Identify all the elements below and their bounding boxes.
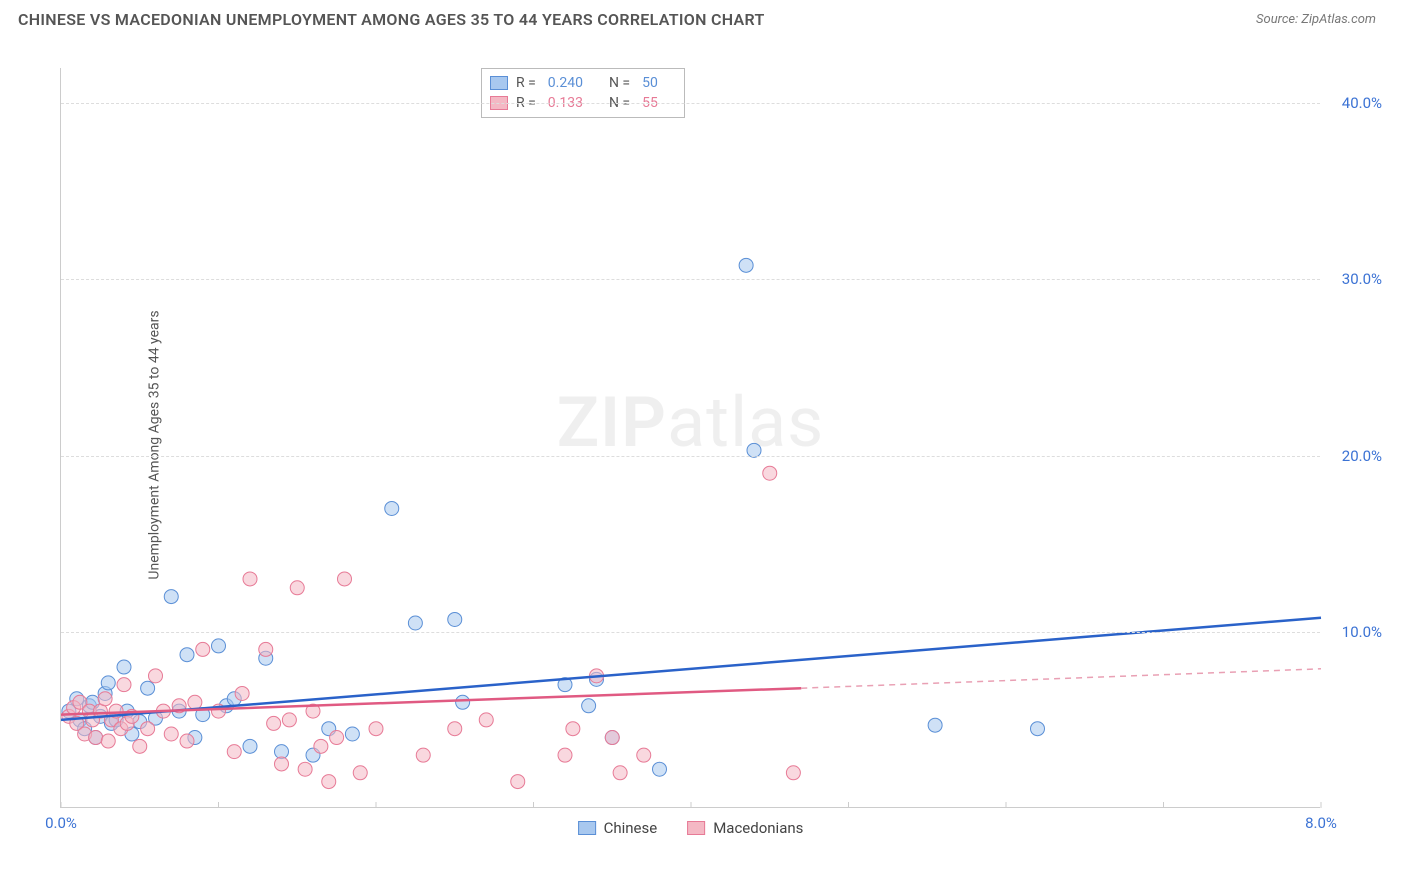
chart-header: CHINESE VS MACEDONIAN UNEMPLOYMENT AMONG… (0, 0, 1406, 34)
swatch-chinese-bottom (578, 821, 596, 835)
legend-item-macedonians: Macedonians (687, 819, 803, 837)
y-tick-label: 30.0% (1342, 270, 1382, 288)
series-legend: Chinese Macedonians (578, 819, 804, 837)
chart-title: CHINESE VS MACEDONIAN UNEMPLOYMENT AMONG… (18, 10, 765, 29)
chart-container: Unemployment Among Ages 35 to 44 years Z… (50, 50, 1380, 840)
y-tick-label: 10.0% (1342, 623, 1382, 641)
scatter-plot-svg (61, 68, 1321, 808)
x-tick-label: 8.0% (1305, 814, 1337, 832)
x-tick-label: 0.0% (45, 814, 77, 832)
plot-area: ZIPatlas R = 0.240 N = 50 R = 0.133 N = … (60, 68, 1320, 808)
y-tick-label: 20.0% (1342, 447, 1382, 465)
swatch-macedonians-bottom (687, 821, 705, 835)
y-tick-label: 40.0% (1342, 94, 1382, 112)
source-label: Source: ZipAtlas.com (1256, 12, 1376, 27)
legend-item-chinese: Chinese (578, 819, 658, 837)
